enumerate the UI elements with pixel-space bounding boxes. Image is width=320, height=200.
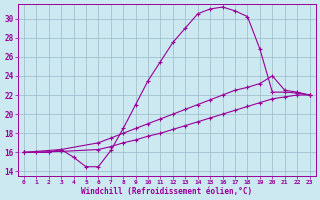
X-axis label: Windchill (Refroidissement éolien,°C): Windchill (Refroidissement éolien,°C): [81, 187, 252, 196]
